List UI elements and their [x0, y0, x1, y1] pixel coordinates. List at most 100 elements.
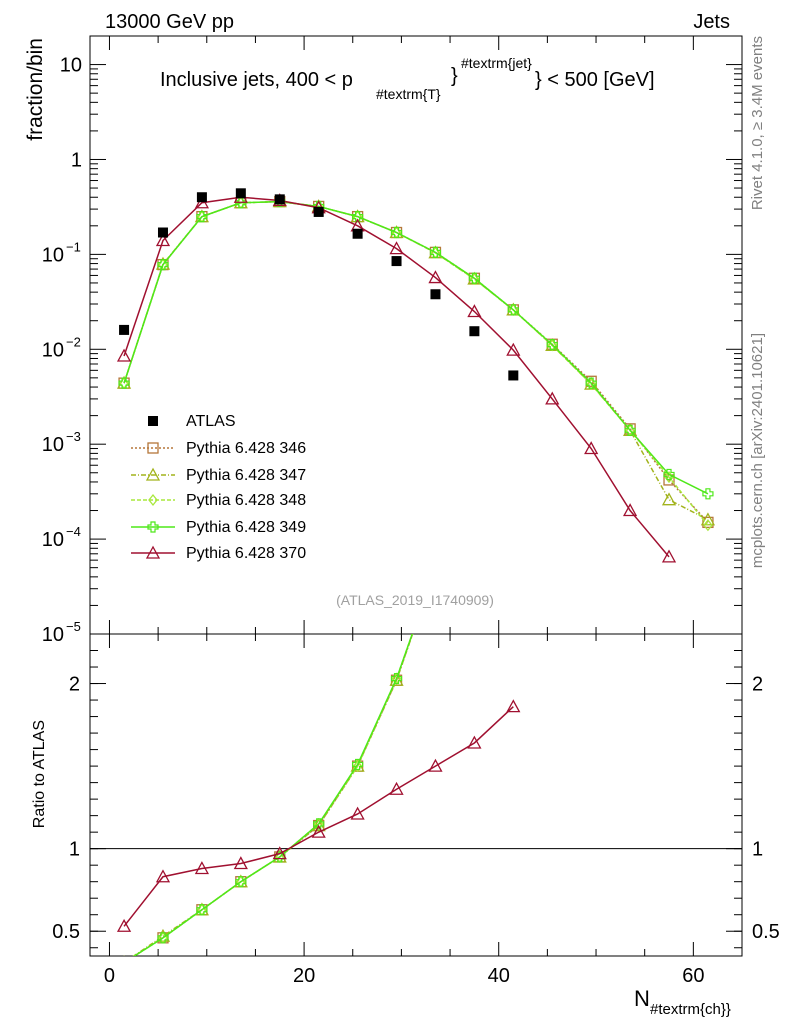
series-point	[390, 226, 403, 239]
series-pythia-6-428-349	[118, 195, 714, 500]
atlas-data-point	[235, 188, 246, 199]
series-point	[702, 488, 714, 500]
ratio-point	[506, 699, 521, 713]
y-tick-exponent: −1	[66, 239, 81, 254]
series-point	[545, 391, 560, 405]
ratio-point	[194, 861, 210, 875]
series-point	[661, 492, 677, 506]
ratio-tick-label: 0.5	[52, 921, 80, 943]
mcplots-label: mcplots.cern.ch [arXiv:2401.10621]	[749, 333, 766, 568]
atlas-data-point	[274, 194, 285, 205]
ratio-tick-label-right: 1	[752, 839, 763, 861]
x-axis-label-main: N	[634, 986, 650, 1011]
ratio-point	[390, 672, 403, 685]
legend-label-370: Pythia 6.428 370	[186, 545, 306, 562]
ratio-point	[352, 758, 364, 771]
header-energy: 13000 GeV pp	[105, 11, 234, 33]
ratio-point	[116, 918, 132, 932]
atlas-data-point	[352, 228, 363, 239]
series-point	[157, 259, 169, 271]
series-point	[624, 424, 636, 436]
analysis-watermark: (ATLAS_2019_I1740909)	[336, 592, 494, 608]
x-tick-label: 0	[104, 965, 115, 987]
x-tick-label: 60	[682, 965, 704, 987]
y-tick-label: 10	[42, 434, 64, 456]
ratio-point	[272, 846, 287, 860]
series-point	[507, 304, 519, 316]
legend-marker-1	[145, 467, 161, 481]
series-point	[116, 348, 132, 362]
ratio-tick-label-right: 0.5	[752, 921, 780, 943]
ratio-series-4	[116, 699, 521, 932]
y-tick-exponent: −5	[66, 619, 81, 634]
ratio-line	[133, 634, 414, 956]
atlas-data-point	[196, 192, 207, 203]
atlas-data-point	[430, 289, 441, 300]
atlas-data-point	[391, 256, 402, 267]
ratio-point	[389, 781, 404, 795]
ratio-point	[157, 932, 169, 944]
legend-label-348: Pythia 6.428 348	[186, 492, 306, 509]
y-tick-label: 10	[42, 244, 64, 266]
ratio-tick-label: 1	[69, 839, 80, 861]
ratio-point	[428, 758, 443, 772]
series-point	[546, 339, 558, 351]
ratio-point	[233, 856, 248, 870]
ratio-point	[155, 869, 171, 883]
series-point	[586, 378, 596, 391]
y-axis-label: fraction/bin	[24, 38, 47, 141]
ratio-line	[123, 706, 514, 927]
series-line	[123, 196, 670, 558]
y-tick-label: 10	[60, 55, 82, 77]
legend-marker-3	[147, 521, 159, 533]
ratio-point	[352, 760, 363, 773]
series-pythia-6-428-370	[116, 189, 677, 563]
y-tick-label: 1	[71, 149, 82, 171]
legend-marker-2	[148, 493, 158, 507]
series-atlas-data	[119, 188, 519, 381]
title-superscript: #textrm{jet}	[461, 55, 532, 71]
legend-label-atlas: ATLAS	[186, 413, 236, 430]
series-point	[118, 377, 130, 389]
series-point	[467, 304, 482, 318]
series-line	[123, 200, 709, 523]
series-point	[506, 342, 521, 356]
y-tick-exponent: −2	[66, 334, 81, 349]
series-point	[661, 549, 677, 563]
y-tick-label: 10	[42, 339, 64, 361]
legend-marker-atlas	[148, 416, 158, 426]
legend-label-349: Pythia 6.428 349	[186, 519, 306, 536]
series-point	[585, 377, 597, 389]
ratio-plot-frame	[89, 633, 743, 957]
legend-marker-4	[145, 545, 161, 559]
title-subscript: #textrm{T}	[376, 86, 441, 102]
ratio-point	[467, 735, 482, 749]
legend: ATLAS Pythia 6.428 346 Pythia 6.428 347 …	[131, 413, 306, 562]
legend-label-346: Pythia 6.428 346	[186, 440, 306, 457]
series-point	[352, 211, 364, 223]
header-process: Jets	[693, 11, 730, 33]
series-point	[429, 246, 442, 258]
title-brace: }	[451, 65, 458, 87]
ratio-point	[311, 824, 326, 838]
plot-title: Inclusive jets, 400 < p #textrm{T} } #te…	[160, 55, 655, 102]
y-tick-label: 10	[42, 624, 64, 646]
atlas-data-point	[469, 326, 480, 337]
ratio-y-axis-label: Ratio to ATLAS	[31, 720, 48, 828]
series-point	[584, 441, 599, 455]
main-series-layer	[116, 188, 716, 563]
series-point	[389, 241, 404, 255]
y-tick-exponent: −4	[66, 524, 81, 539]
ratio-series-layer	[116, 634, 521, 956]
ratio-point	[196, 904, 208, 916]
title-tail: } < 500 [GeV]	[535, 69, 655, 91]
y-tick-label: 10	[42, 529, 64, 551]
atlas-data-point	[157, 227, 168, 238]
x-tick-label: 20	[293, 965, 315, 987]
ratio-tick-label-right: 2	[752, 674, 763, 696]
x-axis-label-sub: #textrm{ch}}	[650, 1001, 731, 1018]
series-point	[547, 339, 558, 352]
series-point	[155, 233, 171, 247]
atlas-data-point	[508, 370, 519, 381]
